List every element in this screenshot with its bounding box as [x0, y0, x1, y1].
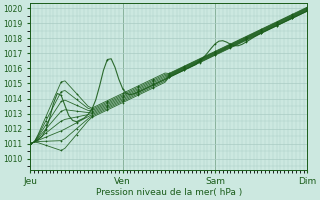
X-axis label: Pression niveau de la mer( hPa ): Pression niveau de la mer( hPa )	[96, 188, 242, 197]
